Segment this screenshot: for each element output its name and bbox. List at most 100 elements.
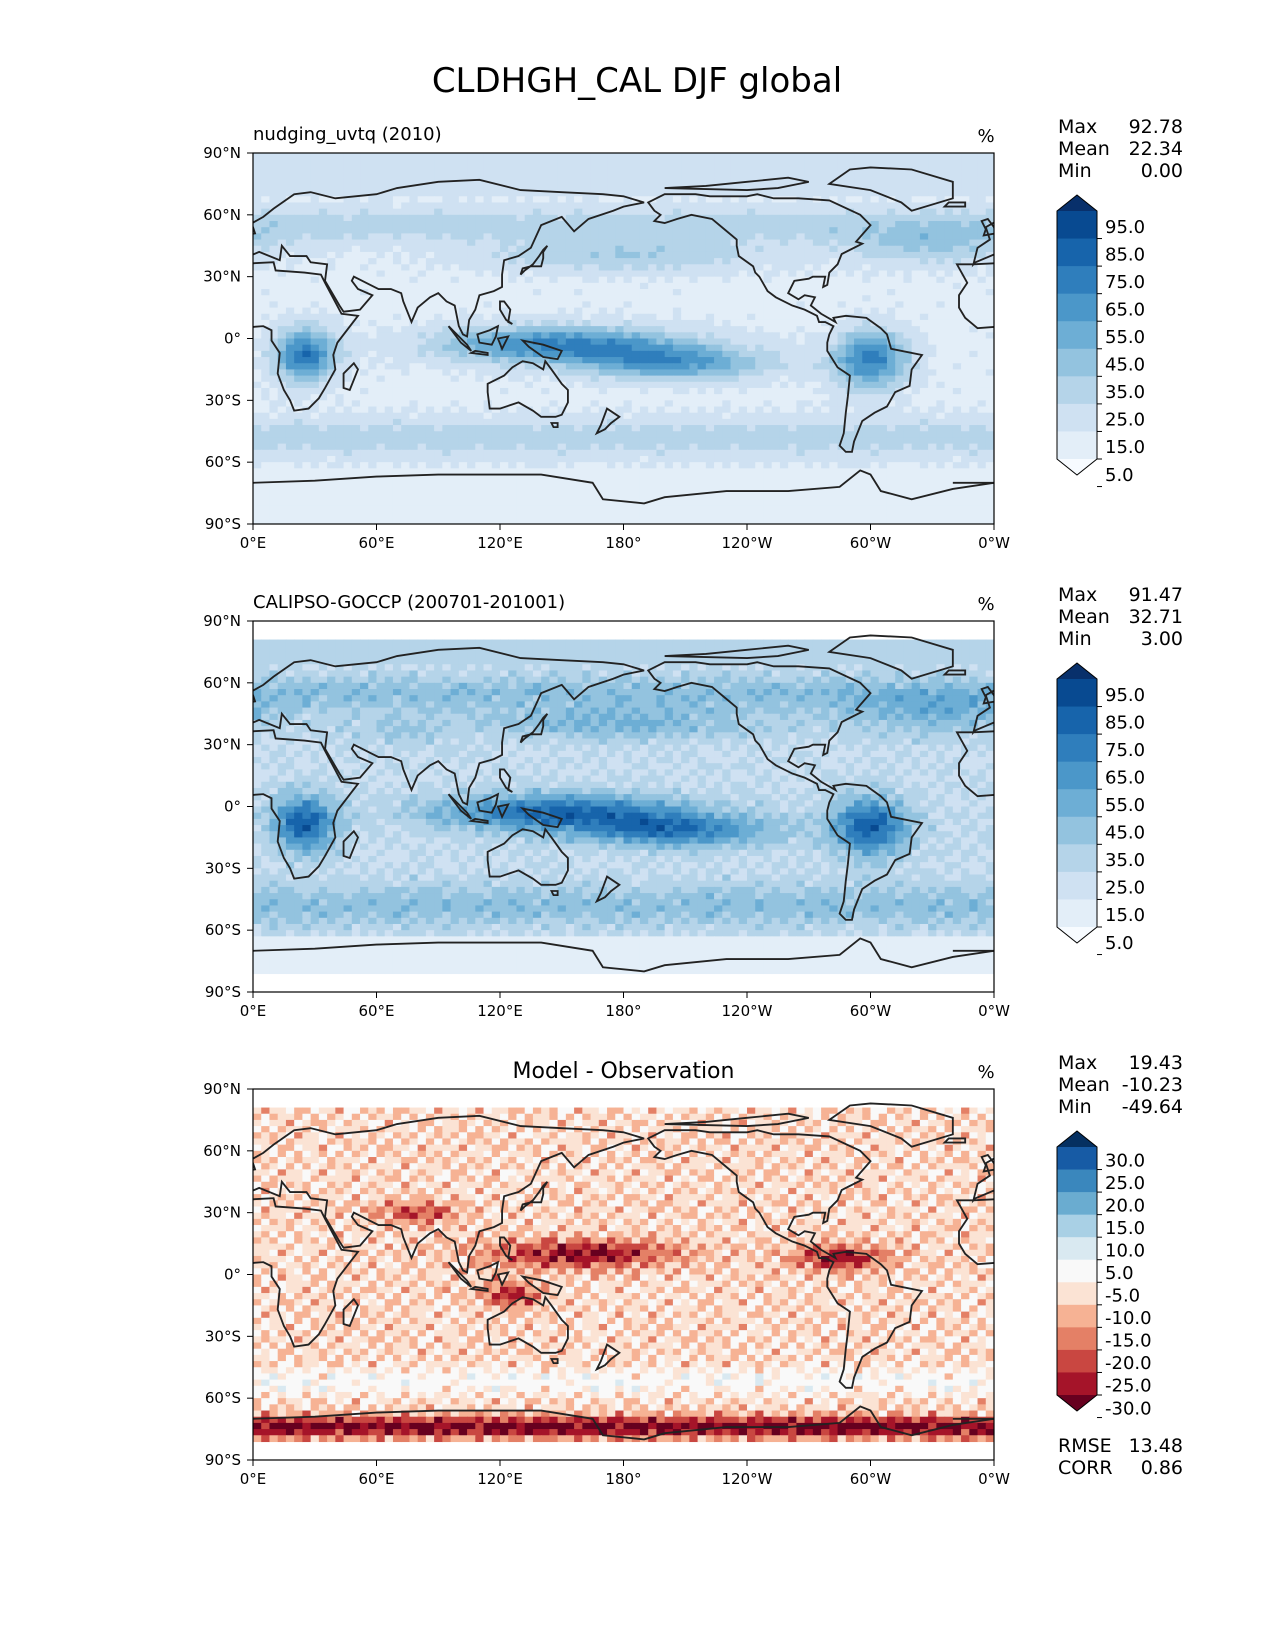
colorbar-label: 75.0 [1105, 740, 1145, 761]
stat-label: Min [1058, 628, 1092, 650]
colorbar-segment [1057, 871, 1097, 900]
colorbar-label: 35.0 [1105, 850, 1145, 871]
colorbar-segment [1057, 1192, 1097, 1216]
colorbar-label: -20.0 [1105, 1353, 1152, 1374]
units-label: % [977, 1062, 994, 1083]
colorbar-label: 85.0 [1105, 244, 1145, 265]
colorbar-segment [1057, 706, 1097, 735]
colorbar-label: 95.0 [1105, 217, 1145, 238]
colorbar-label: -30.0 [1105, 1398, 1152, 1419]
figure-title: CLDHGH_CAL DJF global [432, 61, 842, 101]
colorbar-segment [1057, 1327, 1097, 1351]
colorbar-segment [1057, 376, 1097, 405]
stat-label: Min [1058, 160, 1092, 182]
colorbar: 95.0 85.0 75.0 65.0 55.0 45.0 35.0 25.0 15.0 5.0 [1056, 662, 1145, 956]
stat-value: -49.64 [1122, 1096, 1183, 1118]
contour-field [253, 621, 994, 992]
contour-field [253, 1089, 994, 1460]
x-tick-label: 180° [605, 534, 641, 552]
colorbar-label: 5.0 [1105, 1263, 1134, 1284]
y-tick-label: 30°S [205, 391, 241, 409]
colorbar-label: 55.0 [1105, 795, 1145, 816]
stat-label: Max [1058, 116, 1097, 138]
colorbar-label: -5.0 [1105, 1286, 1140, 1307]
x-tick-label: 180° [605, 1002, 641, 1020]
x-tick-label: 0°W [978, 1002, 1010, 1020]
x-tick-label: 60°E [358, 1470, 394, 1488]
colorbar: 95.0 85.0 75.0 65.0 55.0 45.0 35.0 25.0 15.0 5.0 [1056, 194, 1145, 488]
colorbar-segment [1057, 1214, 1097, 1238]
x-tick-label: 0°E [240, 534, 267, 552]
stat-value: 0.00 [1141, 160, 1183, 182]
colorbar-label: 65.0 [1105, 299, 1145, 320]
stat-value: 19.43 [1129, 1052, 1183, 1074]
stat-value: 22.34 [1129, 138, 1183, 160]
y-tick-label: 60°N [203, 206, 241, 224]
y-tick-label: 90°S [205, 983, 241, 1001]
colorbar-label: 5.0 [1105, 465, 1134, 486]
colorbar-label: 20.0 [1105, 1195, 1145, 1216]
stat-label: Min [1058, 1096, 1092, 1118]
colorbar-label: 15.0 [1105, 905, 1145, 926]
x-tick-label: 120°E [477, 534, 523, 552]
colorbar-label: -10.0 [1105, 1308, 1152, 1329]
x-tick-label: 120°E [477, 1470, 523, 1488]
metric-label: RMSE [1058, 1435, 1112, 1457]
colorbar-segment [1057, 403, 1097, 432]
colorbar-label: 45.0 [1105, 823, 1145, 844]
map-panel-difference: 0°E 60°E 120°E 180° 120°W 60°W 0°W 90°N 60°N 30°N… [203, 1052, 1183, 1488]
stat-value: -10.23 [1122, 1074, 1183, 1096]
colorbar-segment [1057, 761, 1097, 790]
stat-label: Mean [1058, 606, 1110, 628]
colorbar-segment [1057, 1372, 1097, 1396]
colorbar-segment [1057, 1147, 1097, 1171]
y-tick-label: 90°S [205, 515, 241, 533]
colorbar-label: 35.0 [1105, 382, 1145, 403]
y-tick-label: 30°N [203, 736, 241, 754]
stat-label: Mean [1058, 138, 1110, 160]
colorbar-label: 85.0 [1105, 712, 1145, 733]
colorbar-segment [1057, 348, 1097, 377]
y-tick-label: 30°S [205, 859, 241, 877]
colorbar-label: 65.0 [1105, 767, 1145, 788]
x-tick-label: 0°E [240, 1002, 267, 1020]
colorbar-label: 15.0 [1105, 1218, 1145, 1239]
stat-label: Max [1058, 1052, 1097, 1074]
x-tick-label: 60°W [850, 1470, 892, 1488]
colorbar-label: 10.0 [1105, 1240, 1145, 1261]
metric-value: 13.48 [1129, 1435, 1183, 1457]
colorbar-segment [1057, 1169, 1097, 1193]
colorbar-segment [1057, 266, 1097, 295]
x-tick-label: 180° [605, 1470, 641, 1488]
colorbar-extend-max [1057, 1131, 1097, 1147]
x-tick-label: 120°W [722, 1002, 773, 1020]
colorbar-segment [1057, 293, 1097, 322]
y-tick-label: 90°N [203, 612, 241, 630]
panel-title: CALIPSO-GOCCP (200701-201001) [253, 592, 565, 613]
contour-field [253, 153, 994, 524]
colorbar-extend-min [1057, 927, 1097, 943]
colorbar-segment [1057, 211, 1097, 240]
panel-title: Model - Observation [513, 1059, 735, 1084]
units-label: % [977, 594, 994, 615]
y-tick-label: 60°N [203, 1142, 241, 1160]
colorbar-label: 15.0 [1105, 437, 1145, 458]
colorbar-segment [1057, 789, 1097, 818]
colorbar-label: 25.0 [1105, 878, 1145, 899]
colorbar-label: 30.0 [1105, 1150, 1145, 1171]
stat-value: 91.47 [1129, 584, 1183, 606]
x-tick-label: 0°E [240, 1470, 267, 1488]
colorbar-extend-min [1057, 459, 1097, 475]
y-tick-label: 90°N [203, 1080, 241, 1098]
panel-title: nudging_uvtq (2010) [253, 124, 442, 145]
x-tick-label: 120°W [722, 534, 773, 552]
colorbar-label: 95.0 [1105, 685, 1145, 706]
colorbar-segment [1057, 321, 1097, 350]
colorbar: 30.025.020.015.010.05.0-5.0-10.0-15.0-20… [1056, 1130, 1152, 1419]
y-tick-label: 30°N [203, 268, 241, 286]
map-panel-reference: 0°E 60°E 120°E 180° 120°W 60°W 0°W 90°N 60°N 30°N… [203, 584, 1183, 1020]
stat-value: 3.00 [1141, 628, 1183, 650]
x-tick-label: 120°E [477, 1002, 523, 1020]
metric-value: 0.86 [1141, 1457, 1183, 1479]
